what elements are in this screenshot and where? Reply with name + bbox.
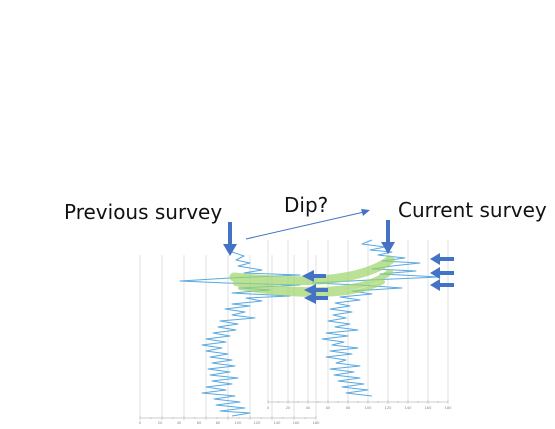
left-tick-label: 180: [313, 420, 320, 424]
dip-question-label: Dip?: [284, 193, 329, 217]
right-tick-label: 140: [405, 405, 412, 410]
right-tick-label: 120: [385, 405, 392, 410]
left-arrow-icon: [302, 270, 326, 282]
right-margin-marker-arrows: [430, 253, 454, 291]
left-arrow-icon: [304, 292, 328, 304]
left-tick-label: 0: [139, 420, 142, 424]
left-panel-axis: 0 20 40 60 80 100 120 140 160 180: [139, 416, 320, 425]
current-survey-log-trace: [311, 239, 441, 397]
right-tick-label: 160: [425, 405, 432, 410]
middle-marker-arrows: [302, 270, 328, 304]
left-tick-label: 120: [254, 420, 261, 424]
right-tick-label: 100: [365, 405, 372, 410]
right-tick-label: 0: [267, 405, 270, 410]
left-arrow-icon: [430, 279, 454, 291]
left-tick-label: 40: [177, 420, 182, 424]
right-tick-label: 20: [286, 405, 291, 410]
current-survey-label: Current survey: [398, 198, 547, 222]
current-survey-down-arrow: [381, 220, 395, 254]
left-tick-label: 100: [235, 420, 242, 424]
left-arrow-icon: [430, 267, 454, 279]
left-arrow-icon: [304, 284, 328, 296]
left-tick-label: 60: [197, 420, 202, 424]
left-tick-label: 20: [158, 420, 163, 424]
right-tick-label: 180: [445, 405, 452, 410]
left-tick-label: 160: [293, 420, 300, 424]
previous-survey-label: Previous survey: [64, 200, 223, 224]
right-tick-label: 60: [326, 405, 331, 410]
left-tick-label: 80: [216, 420, 221, 424]
right-tick-label: 80: [346, 405, 351, 410]
right-tick-label: 40: [306, 405, 311, 410]
left-arrow-icon: [430, 253, 454, 265]
left-tick-label: 140: [274, 420, 281, 424]
dip-direction-arrow: [245, 209, 370, 240]
previous-survey-down-arrow: [223, 222, 237, 256]
right-panel-axis: 0 20 40 60 80 100 120 140 160 180: [267, 400, 452, 410]
previous-survey-log-trace: [179, 251, 301, 417]
